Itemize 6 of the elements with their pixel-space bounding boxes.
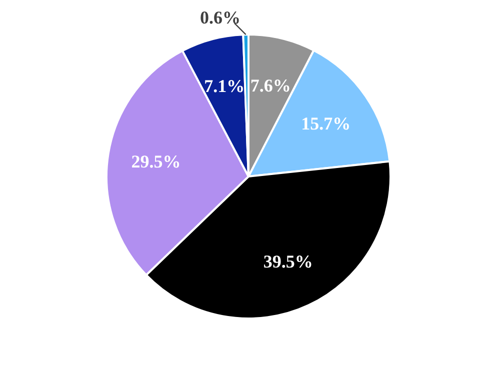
data-label: 39.5% <box>263 251 313 272</box>
data-label: 29.5% <box>131 152 181 172</box>
data-label: 7.6% <box>250 75 291 96</box>
data-label: 0.6% <box>200 7 241 28</box>
data-label: 7.1% <box>204 76 245 96</box>
data-label: 15.7% <box>301 114 351 134</box>
